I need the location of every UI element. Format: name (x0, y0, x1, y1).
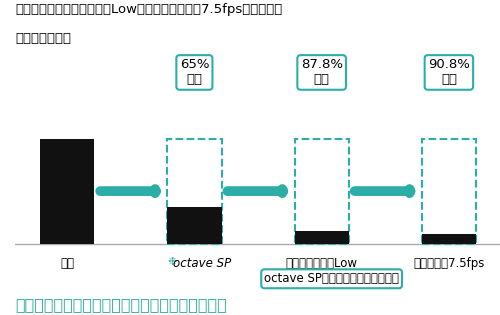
Text: 以前の装置より、大きく線量を低減しています。: 以前の装置より、大きく線量を低減しています。 (15, 297, 227, 312)
Text: 87.8%
低減: 87.8% 低減 (300, 59, 343, 86)
Text: パルス透視7.5fps: パルス透視7.5fps (413, 257, 484, 270)
Text: 従来: 従来 (60, 257, 74, 270)
Bar (294, 139, 349, 243)
Bar (422, 234, 476, 243)
Text: 開始時は透視線量モード「Low」とパルス透視「7.5fps」で検査を: 開始時は透視線量モード「Low」とパルス透視「7.5fps」で検査を (15, 3, 282, 16)
Text: octave SP: octave SP (173, 257, 231, 270)
Text: 行っています。: 行っています。 (15, 32, 71, 44)
Text: 90.8%
低減: 90.8% 低減 (428, 59, 470, 86)
Text: ❉: ❉ (167, 257, 176, 267)
Text: 透視線量モードLow: 透視線量モードLow (286, 257, 358, 270)
Bar (168, 139, 222, 243)
Bar (40, 139, 94, 243)
Bar (168, 207, 222, 243)
Text: 65%
低減: 65% 低減 (180, 59, 209, 86)
Bar (422, 139, 476, 243)
Text: octave SPから、さらに線量を低減: octave SPから、さらに線量を低減 (264, 272, 399, 285)
Bar (294, 231, 349, 243)
